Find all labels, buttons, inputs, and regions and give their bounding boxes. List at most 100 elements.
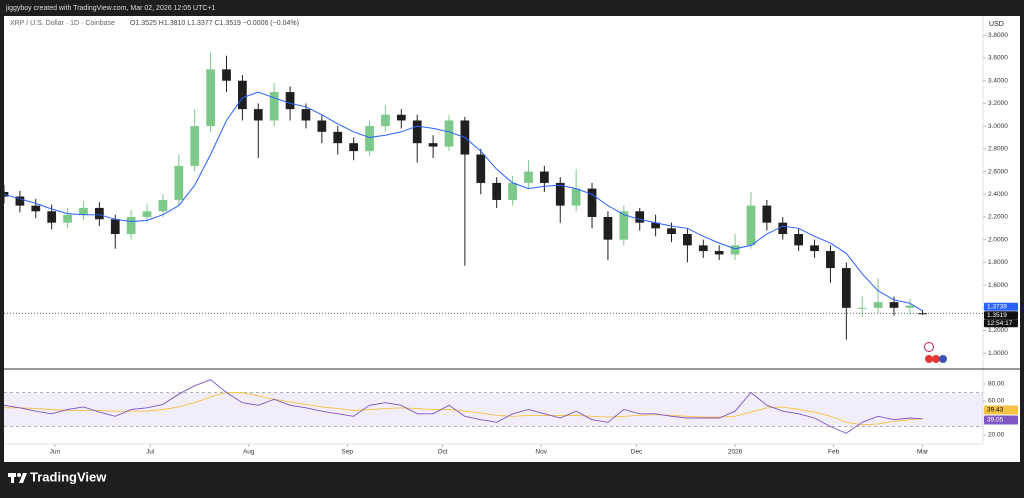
x-tick-label: Aug [243, 449, 255, 456]
candle-body [428, 143, 438, 147]
candle-body [126, 216, 136, 235]
y-tick-label: 1.2000 [988, 327, 1008, 334]
candle-body [206, 69, 215, 127]
y-tick-label: 3.6000 [988, 55, 1008, 62]
candle-body [317, 120, 327, 132]
last-price-box [984, 311, 1018, 320]
rsi-tick-label: 80.00 [988, 381, 1005, 388]
x-tick-label: Mar [917, 449, 929, 456]
candle-body [110, 219, 120, 235]
countdown-box [984, 319, 1018, 328]
candle-body [174, 165, 184, 200]
rsi-last-box [984, 415, 1018, 425]
candle-body [651, 222, 660, 229]
currency: USD [989, 21, 1004, 28]
rsi-last-box [984, 405, 1018, 415]
rsi-last: 39.43 [987, 407, 1004, 414]
y-tick-label: 2.2000 [988, 214, 1008, 221]
candle-body [508, 182, 517, 200]
candle-body [47, 211, 57, 223]
y-tick-label: 3.8000 [988, 32, 1008, 39]
y-tick-label: 1.0000 [988, 350, 1008, 357]
moving-average [3, 91, 923, 312]
candle-body [794, 234, 804, 246]
x-tick-label: Oct [438, 449, 448, 456]
candle-body [841, 268, 851, 308]
chart-title: XRP / U.S. Dollar · 1D · Coinbase [10, 20, 115, 27]
candle-body [873, 302, 883, 308]
footer [4, 462, 1020, 493]
chart-panel [4, 16, 1020, 462]
candle-body [635, 211, 645, 223]
x-tick-label: Dec [631, 449, 643, 456]
y-tick-label: 2.0000 [988, 236, 1008, 243]
candle-body [94, 207, 104, 220]
candle-body [15, 196, 25, 206]
y-tick-label: 3.4000 [988, 77, 1008, 84]
candle-body [238, 80, 247, 110]
candle-body [476, 154, 486, 183]
countdown: 12:54:17 [987, 320, 1013, 327]
candle-body [333, 131, 343, 144]
ma-last-box [984, 302, 1018, 311]
x-tick-label: Feb [828, 449, 840, 456]
candle-body [524, 171, 533, 183]
y-tick-label: 3.2000 [988, 100, 1008, 107]
candle-body [253, 109, 263, 121]
ma-last: 1.3739 [987, 304, 1007, 311]
candle-body [905, 305, 915, 308]
last-price: 1.3519 [987, 312, 1007, 319]
candle-body [810, 245, 819, 252]
candle-body [285, 92, 295, 110]
candle-body [444, 120, 454, 147]
candle-body [889, 302, 899, 308]
candle-body [714, 251, 724, 255]
candle-body [492, 182, 502, 200]
rsi-tick-label: 60.00 [988, 398, 1005, 405]
candle-body [31, 205, 41, 212]
candle-body [571, 188, 581, 206]
brand: TradingView [30, 469, 107, 484]
candle-body [698, 245, 708, 252]
x-tick-label: Nov [535, 449, 547, 456]
candle-body [269, 92, 279, 121]
rsi-last: 39.05 [987, 417, 1004, 424]
candle-body [63, 214, 72, 223]
candle-body [730, 245, 740, 255]
x-tick-label: 2026 [728, 449, 743, 456]
candle-body [555, 182, 565, 206]
y-tick-label: 1.8000 [988, 259, 1008, 266]
candle-body [683, 234, 692, 246]
candle-body [158, 199, 168, 212]
candle-body [79, 207, 88, 215]
candle-body [826, 251, 835, 269]
candle-body [762, 205, 772, 223]
y-tick-label: 2.8000 [988, 146, 1008, 153]
candle-body [222, 69, 231, 81]
candle-body [746, 205, 756, 246]
y-tick-label: 2.6000 [988, 168, 1008, 175]
x-tick-label: Jun [50, 449, 61, 456]
candle-body [142, 211, 152, 217]
candle-body [778, 222, 788, 235]
candle-body [381, 114, 390, 127]
y-tick-label: 1.6000 [988, 282, 1008, 289]
rsi-tick-label: 20.00 [988, 432, 1005, 439]
ohlc-legend: O1.3525 H1.3810 L1.3377 C1.3519 −0.0006 … [130, 20, 299, 27]
x-tick-label: Jul [146, 449, 155, 456]
candle-body [918, 313, 927, 315]
rsi-line [3, 379, 923, 434]
y-tick-label: 2.4000 [988, 191, 1008, 198]
candle-body [539, 171, 549, 183]
credit: jiggyboy created with TradingView.com, M… [5, 5, 216, 12]
x-tick-label: Sep [341, 449, 353, 456]
candle-body [619, 211, 629, 240]
y-tick-label: 3.0000 [988, 123, 1008, 130]
candle-body [190, 126, 200, 166]
candle-body [587, 188, 597, 217]
candle-body [301, 109, 311, 121]
candle-body [603, 216, 613, 240]
candle-body [857, 307, 867, 309]
